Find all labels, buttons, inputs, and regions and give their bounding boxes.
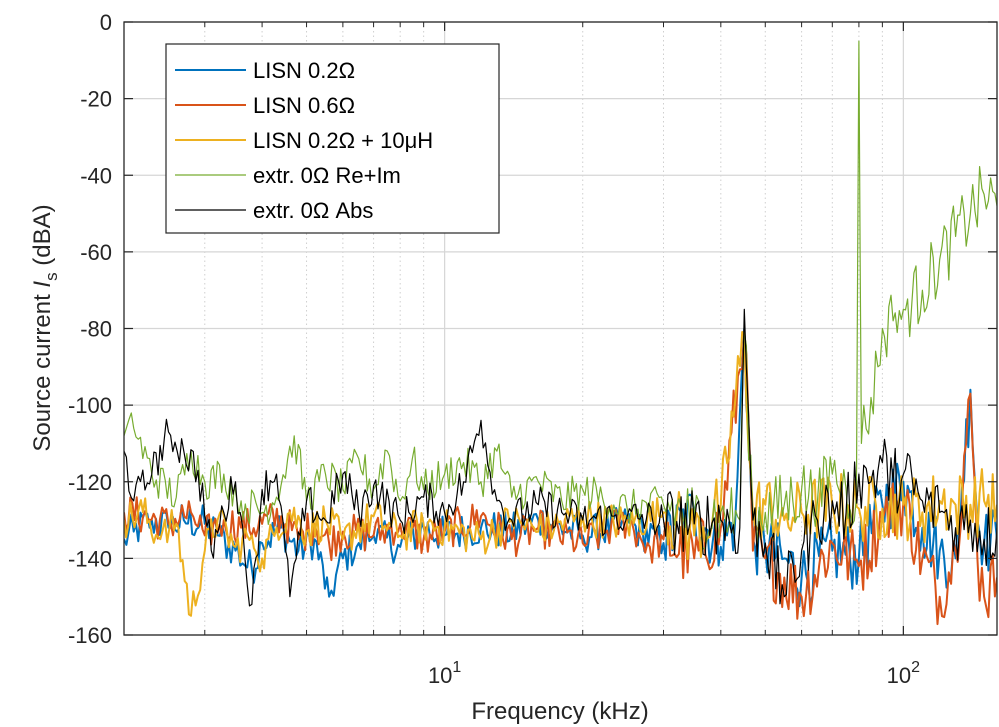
y-tick-label: -120: [68, 470, 112, 495]
y-tick-label: -60: [80, 240, 112, 265]
plot-frame: [123, 21, 998, 636]
y-axis-title-suffix: (dBA): [29, 204, 56, 272]
y-tick-labels: 0 -20 -40 -60 -80 -100 -120 -140 -160: [68, 10, 112, 648]
y-axis-title-prefix: Source current: [29, 288, 56, 452]
x-tick-label: 102: [887, 659, 920, 688]
y-axis-title: Source current Is (dBA): [29, 204, 61, 451]
y-tick-label: -20: [80, 87, 112, 112]
legend-label: LISN 0.6Ω: [253, 93, 355, 118]
legend-label: LISN 0.2Ω: [253, 58, 355, 83]
y-tick-label: 0: [100, 10, 112, 35]
y-axis-title-symbol: I: [29, 281, 56, 288]
legend-box: [165, 43, 500, 234]
y-axis-title-subscript: s: [42, 272, 61, 281]
x-tick-labels: 101 102: [428, 659, 920, 688]
series-line: [124, 331, 997, 626]
y-tick-label: -80: [80, 317, 112, 342]
legend-entries: LISN 0.2Ω LISN 0.6Ω LISN 0.2Ω + 10μH extr. …: [175, 58, 433, 223]
series-line: [124, 308, 997, 607]
y-tick-label: -140: [68, 546, 112, 571]
legend-label: extr. 0Ω Re+Im: [253, 163, 401, 188]
x-axis-title: Frequency (kHz): [471, 698, 648, 725]
series-line: [124, 40, 997, 550]
series-layer: [124, 40, 997, 626]
series-line: [124, 327, 997, 608]
x-tick-label: 101: [428, 659, 461, 688]
y-tick-label: -100: [68, 393, 112, 418]
legend: LISN 0.2Ω LISN 0.6Ω LISN 0.2Ω + 10μH extr. …: [165, 43, 500, 234]
y-tick-label: -40: [80, 163, 112, 188]
legend-label: extr. 0Ω Abs: [253, 198, 373, 223]
legend-label: LISN 0.2Ω + 10μH: [253, 128, 433, 153]
y-tick-label: -160: [68, 623, 112, 648]
